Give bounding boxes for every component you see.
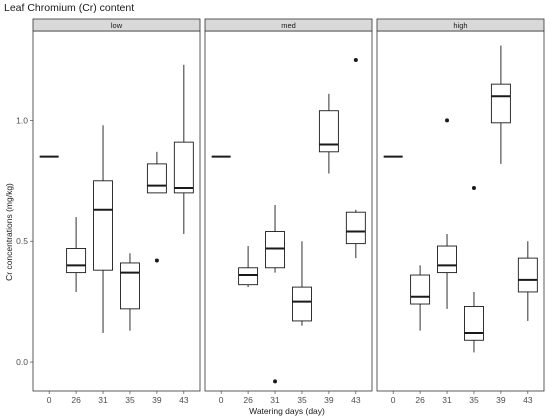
facet-strip (376, 18, 545, 32)
box-body (437, 245, 457, 274)
facet-strip (32, 18, 201, 32)
box-body (120, 262, 140, 310)
x-tick-label: 26 (415, 395, 425, 405)
box-body (490, 83, 511, 124)
box-low-26 (66, 217, 87, 292)
x-tick-label: 35 (125, 395, 135, 405)
facet-panel-high: high 0 26 31 35 39 43 (376, 18, 545, 405)
box-body (146, 163, 167, 194)
facet-panel-med: med 0 26 31 35 39 43 (204, 18, 373, 405)
facet-strip-label: med (281, 21, 296, 30)
box-body (464, 305, 484, 341)
x-tick-label: 43 (523, 395, 533, 405)
facet-panels: low 0 26 31 35 39 43 med 0 26 31 35 39 43 high 0 26 31 35 3… (32, 18, 545, 405)
box-low-43 (173, 64, 194, 234)
x-tick-label: 43 (351, 395, 361, 405)
box-low-31 (93, 125, 113, 334)
box-med-35 (292, 241, 312, 326)
box-med-43 (345, 57, 366, 259)
box-low-39 (146, 151, 167, 263)
x-tick-label: 35 (297, 395, 307, 405)
y-tick-label: 1.0 (16, 115, 28, 125)
box-low-35 (120, 253, 140, 331)
x-tick-label: 39 (324, 395, 334, 405)
y-axis: 0.0 0.5 1.0 (16, 115, 33, 367)
x-axis-title: Watering days (day) (249, 406, 325, 416)
facet-strip (204, 18, 373, 32)
outlier-point (445, 118, 450, 123)
panel-background (32, 30, 201, 392)
x-tick-label: 0 (47, 395, 52, 405)
outlier-point (273, 379, 278, 384)
box-high-35 (464, 186, 484, 353)
y-axis-title: Cr concentrations (mg/kg) (4, 183, 14, 281)
x-tick-label: 0 (219, 395, 224, 405)
box-body (66, 247, 87, 274)
box-body (345, 211, 366, 245)
box-body (93, 180, 113, 271)
box-body (410, 274, 431, 305)
box-body (265, 231, 285, 269)
box-body (517, 257, 538, 293)
box-body (238, 267, 259, 286)
x-tick-label: 35 (469, 395, 479, 405)
facet-strip-label: high (453, 21, 467, 30)
outlier-point (471, 186, 476, 191)
box-body (292, 286, 312, 322)
x-tick-label: 39 (152, 395, 162, 405)
facet-panel-low: low 0 26 31 35 39 43 (32, 18, 201, 405)
box-body (318, 110, 339, 153)
outlier-point (154, 258, 159, 263)
box-high-31 (437, 118, 457, 309)
box-body (173, 141, 194, 194)
x-tick-label: 31 (442, 395, 452, 405)
x-tick-label: 39 (496, 395, 506, 405)
x-tick-label: 26 (243, 395, 253, 405)
box-high-43 (517, 241, 538, 321)
chart-title: Leaf Chromium (Cr) content (4, 2, 134, 14)
outlier-point (353, 57, 358, 62)
facet-strip-label: low (111, 21, 123, 30)
box-high-26 (410, 265, 431, 331)
box-high-39 (490, 45, 511, 164)
panel-background (376, 30, 545, 392)
x-tick-label: 31 (270, 395, 280, 405)
x-tick-label: 43 (179, 395, 189, 405)
box-med-31 (265, 204, 285, 384)
y-tick-label: 0.5 (16, 236, 28, 246)
panel-background (204, 30, 373, 392)
x-tick-label: 0 (391, 395, 396, 405)
x-tick-label: 31 (98, 395, 108, 405)
x-tick-label: 26 (71, 395, 81, 405)
box-med-26 (238, 246, 259, 288)
y-tick-label: 0.0 (16, 357, 28, 367)
box-med-39 (318, 93, 339, 174)
